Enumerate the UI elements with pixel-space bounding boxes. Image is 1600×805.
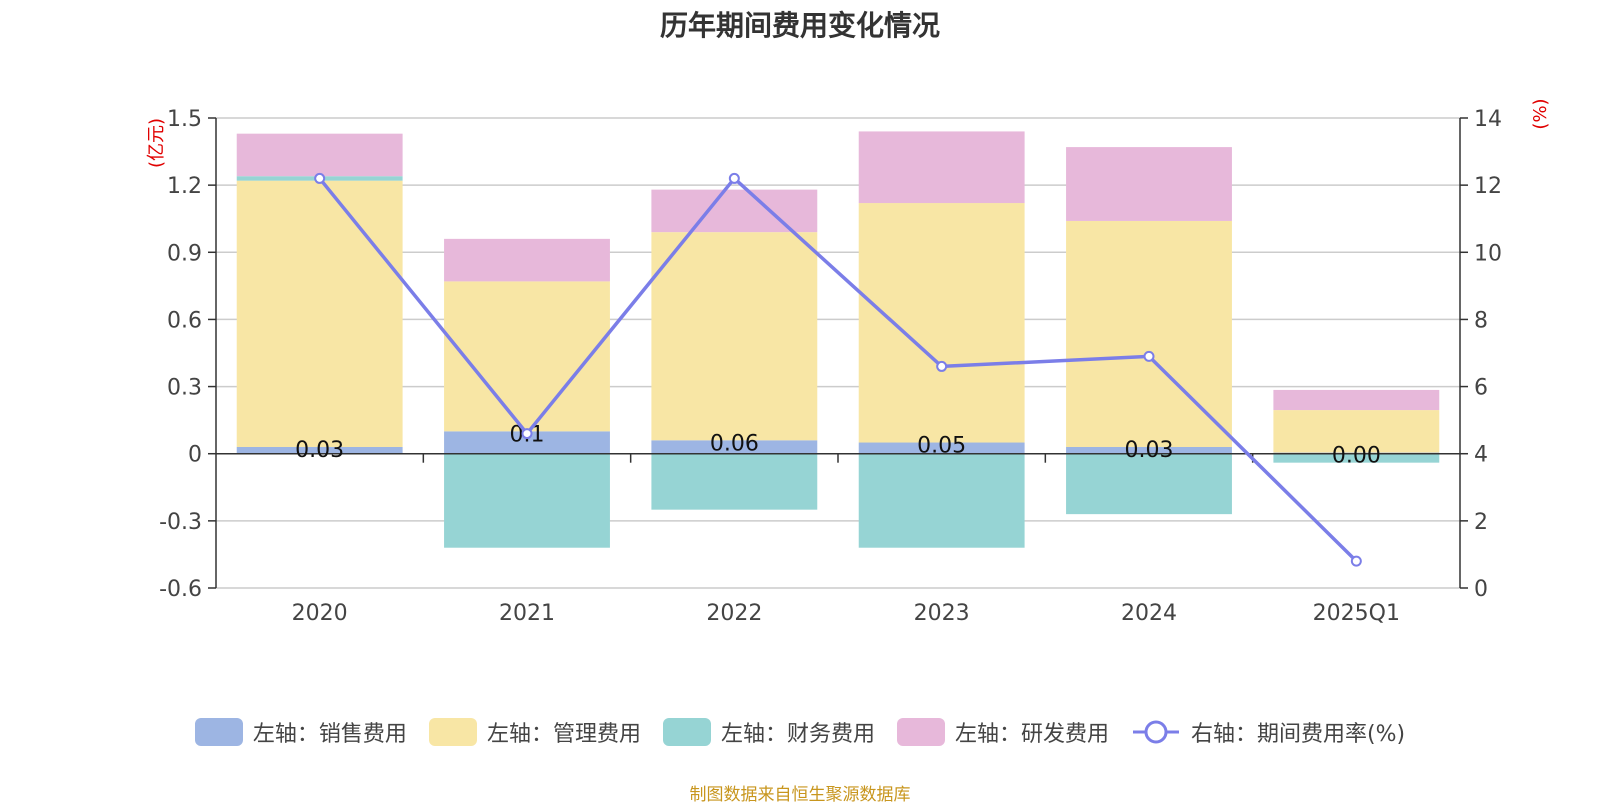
chart-plot: -0.6 -0.3 0 0.3 0.6 0.9 1.2 1.5 0 2 4 6 8 10 12 14 (亿元) (… bbox=[146, 98, 1551, 626]
bar-finance bbox=[1273, 453, 1440, 463]
bar-rd bbox=[1273, 389, 1440, 411]
line-marker-icon bbox=[1132, 720, 1179, 744]
bar-finance bbox=[858, 453, 1025, 548]
category-label: 2023 bbox=[914, 601, 970, 626]
bar-rd bbox=[444, 238, 610, 282]
bar-admin bbox=[858, 203, 1025, 443]
legend-swatch-rd bbox=[896, 718, 945, 746]
source-note: 制图数据来自恒生聚源数据库 bbox=[689, 785, 911, 805]
data-label-sales: 0.05 bbox=[917, 434, 966, 459]
left-axis-tick-label: -0.6 bbox=[159, 577, 202, 602]
category-label: 2021 bbox=[499, 601, 555, 626]
right-axis-tick-label: 14 bbox=[1474, 107, 1502, 132]
left-axis-tick-label: 1.5 bbox=[167, 107, 202, 132]
bar-sales bbox=[444, 431, 610, 454]
data-label-sales: 0.06 bbox=[710, 431, 759, 456]
data-label-sales: 0.00 bbox=[1332, 444, 1381, 469]
legend-item-rate[interactable]: 右轴：期间费用率(%) bbox=[1131, 716, 1405, 748]
category-label: 2020 bbox=[292, 601, 348, 626]
category-label: 2024 bbox=[1121, 601, 1177, 626]
right-axis-tick-label: 4 bbox=[1474, 443, 1488, 468]
legend-label-sales: 左轴：销售费用 bbox=[252, 722, 407, 747]
legend-label-rate: 右轴：期间费用率(%) bbox=[1190, 722, 1406, 747]
left-axis-tick-label: 0.3 bbox=[167, 376, 202, 401]
left-axis-tick-label: -0.3 bbox=[159, 510, 202, 535]
right-axis-tick-label: 2 bbox=[1474, 510, 1488, 535]
legend-swatch-admin bbox=[428, 718, 477, 746]
category-label: 2022 bbox=[706, 601, 762, 626]
bar-admin bbox=[444, 281, 610, 432]
legend: 左轴：销售费用 左轴：管理费用 左轴：财务费用 左轴：研发费用 右轴：期间费用率… bbox=[0, 716, 1600, 748]
bar-admin bbox=[651, 232, 818, 441]
right-axis-tick-label: 10 bbox=[1474, 241, 1502, 266]
left-axis-tick-label: 1.2 bbox=[167, 174, 202, 199]
right-axis-tick-label: 0 bbox=[1474, 577, 1488, 602]
rate-point bbox=[1143, 350, 1155, 362]
chart-title: 历年期间费用变化情况 bbox=[659, 9, 940, 42]
rate-point bbox=[728, 172, 740, 184]
right-axis-tick-label: 12 bbox=[1474, 174, 1502, 199]
bar-sales bbox=[236, 447, 403, 454]
legend-label-finance: 左轴：财务费用 bbox=[720, 722, 875, 747]
legend-swatch-finance bbox=[662, 718, 711, 746]
left-axis-tick-label: 0 bbox=[188, 443, 202, 468]
rate-point bbox=[936, 360, 948, 372]
legend-label-admin: 左轴：管理费用 bbox=[486, 722, 641, 747]
bar-admin bbox=[1273, 410, 1440, 453]
legend-swatch-sales bbox=[194, 718, 243, 746]
data-label-sales: 0.03 bbox=[1125, 438, 1174, 463]
right-axis-tick-label: 6 bbox=[1474, 376, 1488, 401]
legend-item-admin[interactable]: 左轴：管理费用 bbox=[428, 716, 641, 748]
right-axis-tick-label: 8 bbox=[1474, 308, 1488, 333]
bar-finance bbox=[1066, 453, 1232, 515]
category-label: 2025Q1 bbox=[1313, 601, 1400, 626]
legend-item-finance[interactable]: 左轴：财务费用 bbox=[662, 716, 875, 748]
rate-line bbox=[318, 176, 1358, 563]
legend-item-rd[interactable]: 左轴：研发费用 bbox=[896, 716, 1109, 748]
right-axis-unit-label: (%) bbox=[1530, 98, 1551, 129]
bar-rd bbox=[236, 133, 403, 177]
bar-finance bbox=[651, 453, 818, 510]
rate-point bbox=[521, 428, 533, 440]
data-label-sales: 0.03 bbox=[295, 438, 344, 463]
rate-point bbox=[314, 172, 326, 184]
bar-sales bbox=[858, 442, 1025, 454]
legend-label-rd: 左轴：研发费用 bbox=[954, 722, 1109, 747]
legend-item-sales[interactable]: 左轴：销售费用 bbox=[194, 716, 407, 748]
bar-sales bbox=[1066, 447, 1232, 454]
left-axis-tick-label: 0.9 bbox=[167, 241, 202, 266]
bar-admin bbox=[236, 180, 403, 447]
bar-sales bbox=[651, 440, 818, 454]
rate-point bbox=[1350, 555, 1362, 567]
left-axis-tick-label: 0.6 bbox=[167, 308, 202, 333]
left-axis-unit-label: (亿元) bbox=[146, 118, 167, 168]
bar-rd bbox=[858, 131, 1025, 204]
bar-rd bbox=[1066, 147, 1232, 221]
bar-finance bbox=[444, 453, 610, 548]
bar-rd bbox=[651, 189, 818, 233]
